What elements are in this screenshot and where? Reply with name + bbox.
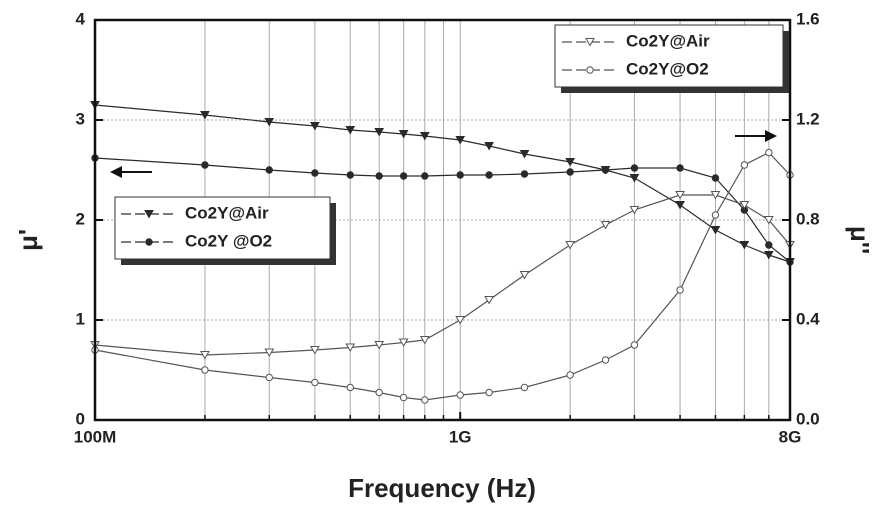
x-tick-label: 8G	[779, 427, 802, 446]
marker	[311, 378, 319, 387]
y-tick-label: 2	[76, 209, 85, 228]
marker	[566, 168, 574, 176]
marker	[485, 171, 493, 179]
marker	[485, 388, 493, 397]
marker	[484, 142, 494, 151]
marker	[398, 338, 409, 348]
marker	[519, 150, 530, 159]
marker	[419, 132, 430, 141]
marker	[200, 351, 210, 360]
marker	[601, 166, 610, 174]
y2-tick-label: 0.8	[796, 209, 820, 228]
marker	[740, 161, 749, 169]
marker	[710, 191, 721, 200]
legend-marker	[145, 238, 153, 246]
marker	[399, 172, 408, 180]
marker	[345, 126, 356, 135]
marker	[630, 164, 639, 172]
marker	[601, 356, 610, 364]
legend-box	[114, 196, 331, 260]
marker	[398, 130, 409, 139]
marker	[739, 241, 750, 250]
marker	[566, 371, 574, 379]
y2-axis-label: μ''	[845, 226, 875, 254]
marker	[711, 174, 720, 182]
plot	[90, 101, 795, 404]
legend-label: Co2Y @O2	[185, 231, 272, 250]
y-tick-label: 0	[76, 409, 85, 428]
marker	[455, 316, 466, 325]
right-arrow	[735, 130, 777, 142]
y2-tick-label: 1.2	[796, 109, 820, 128]
marker	[399, 393, 408, 402]
marker	[456, 171, 464, 179]
marker	[710, 226, 721, 235]
marker	[763, 251, 774, 260]
marker	[676, 164, 684, 172]
y2-tick-label: 0.0	[796, 409, 820, 428]
marker	[676, 286, 684, 294]
marker	[519, 271, 530, 280]
marker	[421, 172, 429, 180]
x-tick-label: 1G	[449, 427, 472, 446]
legend-label: Co2Y@Air	[626, 31, 710, 50]
marker	[455, 136, 466, 145]
marker	[419, 336, 430, 345]
y2-tick-label: 1.6	[796, 9, 820, 28]
marker	[200, 111, 210, 120]
marker	[346, 171, 354, 179]
marker	[264, 118, 275, 127]
marker	[629, 174, 640, 183]
marker	[374, 128, 385, 137]
y-tick-label: 1	[76, 309, 85, 328]
x-axis-label: Frequency (Hz)	[348, 473, 536, 503]
marker	[346, 383, 354, 392]
plot-frame	[93, 18, 792, 422]
marker	[739, 201, 750, 210]
marker	[763, 216, 774, 225]
legend-marker	[585, 38, 595, 47]
marker	[520, 383, 529, 392]
legend-marker	[586, 66, 594, 74]
marker	[765, 148, 773, 157]
marker	[629, 206, 640, 215]
marker	[765, 241, 773, 249]
marker	[265, 373, 273, 382]
left-arrow	[110, 166, 152, 178]
marker	[421, 396, 429, 404]
legend-label: Co2Y@O2	[626, 59, 709, 78]
marker	[375, 388, 383, 397]
marker	[711, 211, 720, 219]
legend-box	[554, 24, 784, 88]
marker	[374, 341, 385, 350]
y-tick-label: 4	[76, 9, 86, 28]
marker	[484, 296, 494, 305]
marker	[565, 241, 575, 250]
marker	[264, 348, 275, 358]
marker	[675, 201, 685, 210]
legend-marker	[144, 210, 154, 219]
y-tick-label: 3	[76, 109, 85, 128]
marker	[520, 170, 529, 178]
legend: Co2Y@Air Co2Y@O2	[554, 24, 789, 93]
legend-label: Co2Y@Air	[185, 203, 269, 222]
marker	[600, 221, 611, 230]
marker	[675, 191, 685, 200]
legend: Co2Y@Air Co2Y @O2	[114, 196, 336, 265]
marker	[201, 366, 209, 374]
marker	[345, 343, 356, 353]
marker	[310, 122, 320, 131]
y-axis-label: μ'	[13, 229, 43, 251]
marker	[630, 341, 639, 349]
marker	[375, 172, 383, 180]
marker	[201, 161, 209, 169]
marker	[311, 169, 319, 177]
x-tick-label: 100M	[74, 427, 117, 446]
marker	[565, 158, 575, 167]
marker	[310, 346, 320, 355]
y2-tick-label: 0.4	[796, 309, 820, 328]
marker	[265, 166, 273, 174]
marker	[456, 391, 464, 399]
